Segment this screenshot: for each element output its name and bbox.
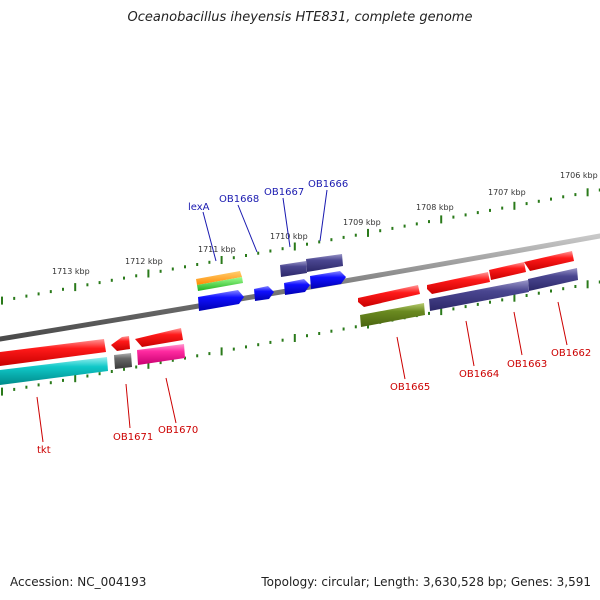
leader-line — [319, 189, 328, 242]
gene-navy-forward[interactable] — [280, 261, 307, 277]
gene-label[interactable]: lexA — [188, 202, 210, 213]
gene-red[interactable] — [427, 272, 490, 294]
accession-text: Accession: NC_004193 — [10, 575, 147, 589]
kbp-label: 1706 kbp — [560, 171, 598, 180]
gene-lexA-green[interactable] — [197, 277, 243, 291]
gene-label[interactable]: tkt — [37, 445, 51, 456]
gene-label[interactable]: OB1670 — [158, 425, 198, 436]
leader-line — [36, 396, 44, 443]
kbp-label: 1707 kbp — [488, 188, 526, 197]
gene-pink[interactable] — [137, 344, 185, 365]
leader-line — [465, 320, 475, 367]
leader-line — [513, 311, 523, 356]
kbp-label: 1713 kbp — [52, 267, 90, 276]
gene-navy[interactable] — [528, 268, 578, 291]
gene-red[interactable] — [524, 251, 574, 271]
kbp-label: 1709 kbp — [343, 218, 381, 227]
leader-line — [202, 211, 217, 262]
genome-title: Oceanobacillus iheyensis HTE831, complet… — [127, 10, 473, 25]
gene-blue-forward[interactable] — [284, 279, 310, 295]
gene-label[interactable]: OB1671 — [113, 432, 153, 443]
gene-gray[interactable] — [114, 353, 132, 369]
leader-line — [396, 336, 406, 380]
leader-line — [282, 197, 291, 248]
leader-line — [237, 204, 258, 253]
leader-line — [125, 383, 131, 429]
gene-label[interactable]: OB1662 — [551, 348, 591, 359]
gene-red[interactable] — [0, 339, 106, 366]
genome-summary-text: Topology: circular; Length: 3,630,528 bp… — [261, 575, 591, 589]
upper-tick-track — [1, 188, 600, 305]
kbp-label: 1711 kbp — [198, 245, 236, 254]
gene-blue-forward[interactable] — [254, 286, 274, 301]
gene-label[interactable]: OB1664 — [459, 369, 499, 380]
gene-navy[interactable] — [429, 280, 529, 311]
gene-cyan[interactable] — [0, 357, 108, 385]
gene-label[interactable]: OB1663 — [507, 359, 547, 370]
gene-red[interactable] — [489, 262, 526, 280]
gene-red[interactable] — [135, 328, 183, 347]
gene-blue-forward[interactable] — [310, 271, 346, 289]
kbp-label: 1708 kbp — [416, 203, 454, 212]
kbp-label: 1712 kbp — [125, 257, 163, 266]
gene-olive[interactable] — [360, 303, 425, 327]
gene-lexA-orange[interactable] — [196, 271, 242, 285]
gene-blue-forward[interactable] — [198, 290, 244, 311]
gene-navy-forward[interactable] — [306, 254, 343, 272]
lower-tick-track — [1, 280, 600, 396]
leader-line — [165, 377, 177, 424]
gene-label[interactable]: OB1666 — [308, 179, 348, 190]
gene-label[interactable]: OB1668 — [219, 194, 259, 205]
leader-line — [557, 301, 568, 346]
gene-label[interactable]: OB1665 — [390, 382, 430, 393]
gene-red[interactable] — [111, 336, 130, 351]
gene-label[interactable]: OB1667 — [264, 187, 304, 198]
gene-red[interactable] — [358, 285, 420, 307]
